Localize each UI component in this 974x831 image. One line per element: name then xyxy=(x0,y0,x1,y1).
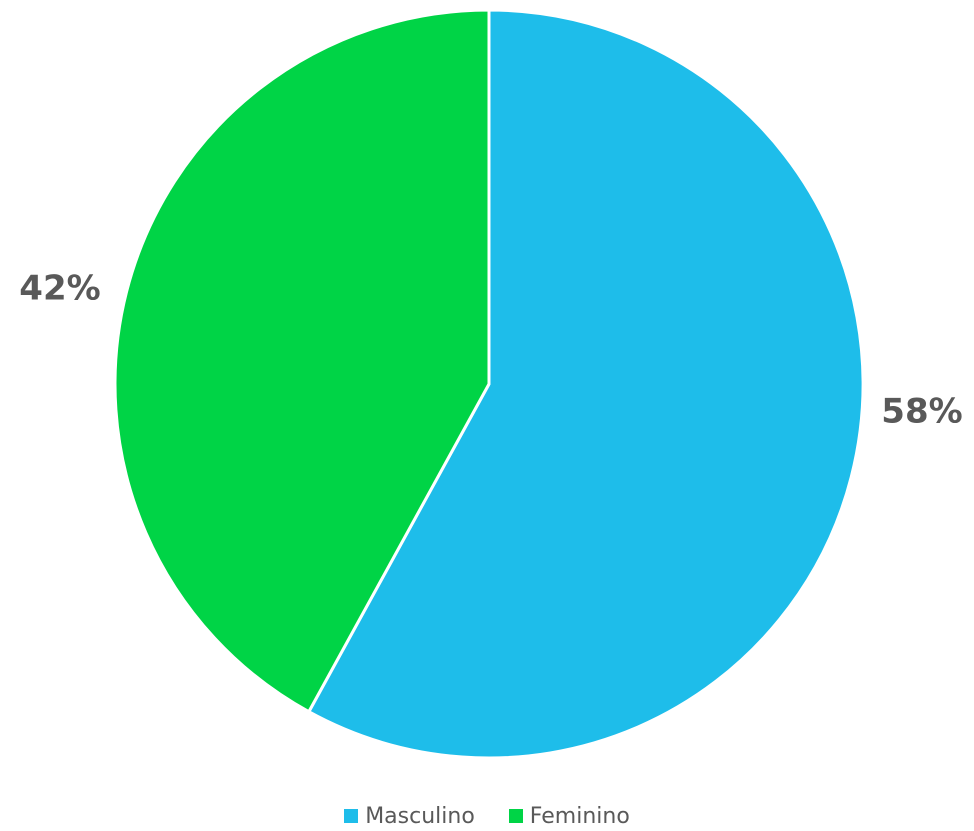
pie-slice-masculino xyxy=(307,8,865,760)
legend-item-masculino: Masculino xyxy=(344,804,475,829)
pie-slice-feminino xyxy=(113,8,491,714)
pie-slices xyxy=(113,8,865,760)
legend-swatch-masculino xyxy=(344,809,359,823)
legend-item-feminino: Feminino xyxy=(508,803,630,829)
legend-label-masculino: Masculino xyxy=(365,803,475,829)
legend-label-feminino: Feminino xyxy=(529,803,630,829)
legend: Masculino Feminino xyxy=(0,801,974,831)
legend-swatch-feminino xyxy=(508,809,523,823)
data-label-feminino: 42% xyxy=(19,269,100,309)
pie-data-labels: 58% 42% xyxy=(19,269,962,432)
data-label-masculino: 58% xyxy=(881,392,962,432)
